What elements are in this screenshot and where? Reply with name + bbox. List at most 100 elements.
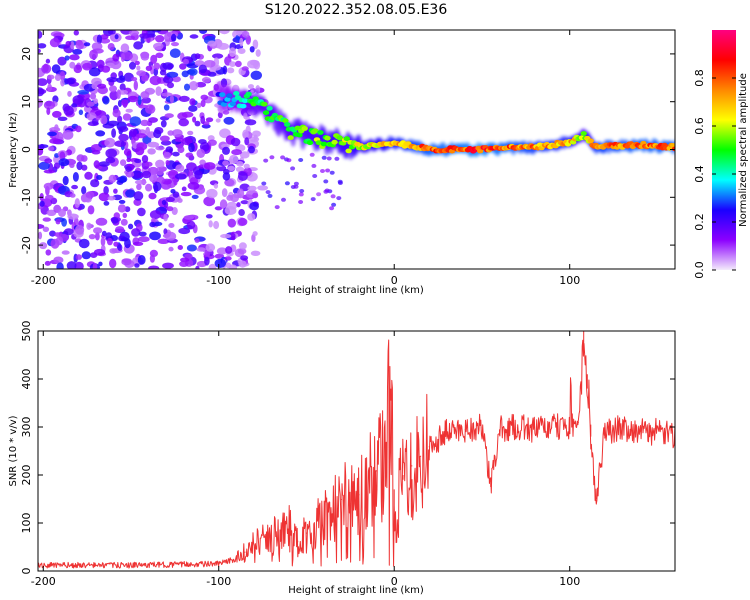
noise-blob [91, 83, 98, 90]
noise-blob [118, 133, 129, 142]
scatter-blob [298, 158, 304, 162]
noise-blob [42, 217, 51, 222]
noise-blob [187, 68, 198, 76]
noise-blob [145, 183, 153, 192]
snr-series-line [38, 331, 675, 569]
noise-blob [52, 110, 62, 118]
noise-blob [242, 129, 249, 140]
noise-blob [201, 77, 211, 83]
noise-blob [204, 256, 210, 266]
scatter-blob [274, 205, 280, 210]
signal-core [580, 131, 587, 136]
noise-blob [178, 95, 190, 102]
noise-blob [160, 120, 167, 128]
noise-blob [69, 54, 80, 61]
noise-blob [149, 221, 156, 228]
noise-blob [38, 30, 43, 39]
noise-blob [133, 80, 138, 91]
noise-blob [128, 223, 134, 230]
noise-blob [105, 148, 117, 159]
signal-core [241, 98, 249, 104]
x-tick-label: 100 [559, 274, 580, 287]
noise-blob [230, 137, 241, 147]
colorbar-label: Normalized spectral amplitude [738, 73, 749, 227]
noise-blob [109, 85, 117, 93]
noise-blob [120, 43, 130, 53]
noise-blob [235, 166, 245, 173]
noise-blob [187, 130, 194, 136]
noise-blob [88, 67, 101, 77]
noise-blob [93, 160, 100, 169]
scatter-blob [261, 181, 267, 186]
noise-blob [86, 222, 92, 230]
noise-blob [205, 243, 216, 252]
noise-blob [145, 104, 156, 114]
noise-blob [103, 201, 110, 206]
noise-blob [74, 261, 84, 269]
y-tick-label: 500 [20, 321, 33, 342]
x-tick-label: 0 [391, 575, 398, 588]
noise-blob [157, 238, 170, 244]
noise-blob [67, 213, 79, 220]
noise-blob [228, 264, 238, 269]
noise-blob [155, 159, 165, 169]
noise-blob [81, 186, 87, 195]
noise-blob [128, 30, 140, 36]
noise-blob [186, 244, 197, 252]
noise-blob [161, 199, 167, 205]
scatter-blob [329, 206, 335, 211]
noise-blob [155, 52, 164, 59]
noise-blob [213, 183, 219, 189]
noise-blob [222, 172, 231, 181]
noise-blob [131, 77, 138, 82]
noise-blob [78, 238, 90, 249]
signal-core [315, 140, 322, 146]
scatter-blob [267, 193, 273, 198]
noise-blob [137, 236, 150, 243]
noise-blob [237, 248, 247, 255]
noise-blob [250, 250, 261, 256]
noise-blob [62, 175, 69, 186]
noise-blob [214, 253, 225, 259]
noise-blob [220, 233, 232, 239]
x-tick-label: -200 [31, 274, 56, 287]
colorbar-strip [712, 30, 736, 270]
noise-blob [243, 112, 248, 120]
noise-blob [226, 67, 235, 74]
noise-blob [44, 158, 53, 164]
noise-blob [74, 198, 81, 209]
noise-blob [73, 30, 80, 36]
noise-blob [91, 42, 103, 51]
signal-core [306, 140, 314, 146]
noise-blob [177, 245, 183, 250]
signal-core [317, 130, 324, 135]
noise-blob [75, 225, 85, 235]
noise-blob [72, 95, 84, 105]
noise-blob [148, 265, 160, 269]
x-tick-label: -100 [206, 575, 231, 588]
noise-blob [153, 62, 161, 70]
noise-blob [121, 258, 132, 266]
noise-blob [133, 191, 144, 201]
noise-blob [131, 170, 142, 179]
signal-core [671, 146, 675, 152]
spectrogram-y-label: Frequency (Hz) [8, 112, 19, 188]
noise-blob [53, 256, 64, 264]
noise-blob [182, 58, 189, 65]
noise-blob [217, 42, 230, 50]
noise-blob [38, 48, 41, 54]
noise-blob [116, 89, 121, 100]
noise-blob [181, 186, 187, 192]
x-tick-label: -100 [206, 274, 231, 287]
noise-blob [222, 146, 230, 155]
noise-blob [38, 43, 47, 49]
noise-blob [237, 48, 246, 54]
noise-blob [38, 78, 48, 86]
noise-blob [224, 206, 237, 215]
signal-core [220, 102, 228, 107]
noise-blob [189, 34, 199, 39]
noise-blob [83, 42, 91, 47]
noise-blob [47, 131, 57, 137]
noise-blob [98, 192, 110, 202]
spectrogram-marks [38, 30, 675, 269]
